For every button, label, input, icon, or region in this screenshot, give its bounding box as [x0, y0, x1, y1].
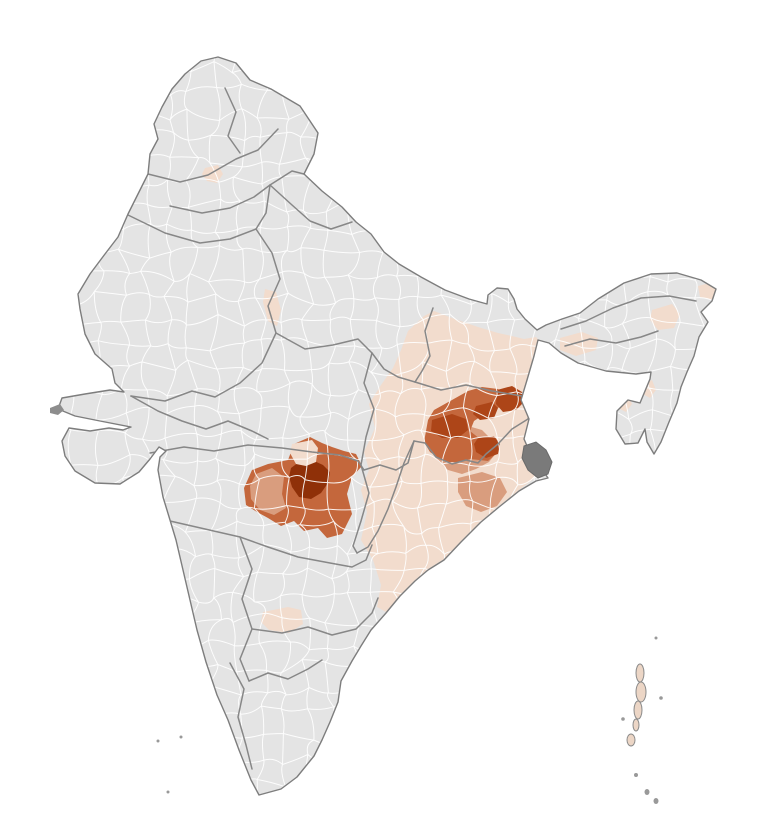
andaman-island[interactable]	[635, 663, 645, 683]
state-border	[224, 87, 241, 154]
state-border	[251, 597, 379, 636]
state-border	[356, 440, 415, 554]
small-island[interactable]	[659, 696, 663, 700]
state-border	[269, 184, 353, 230]
andaman-island[interactable]	[626, 733, 636, 747]
kutch-marsh[interactable]	[50, 404, 64, 415]
state-border	[149, 444, 365, 471]
state-border	[229, 662, 253, 770]
state-border	[275, 332, 416, 383]
small-island[interactable]	[653, 798, 659, 804]
state-border	[127, 184, 271, 244]
andaman-island[interactable]	[633, 700, 643, 720]
andaman-island[interactable]	[632, 718, 640, 732]
small-island[interactable]	[634, 773, 638, 777]
state-border	[363, 440, 415, 471]
small-island[interactable]	[654, 636, 658, 640]
small-island[interactable]	[621, 717, 625, 721]
state-border	[169, 170, 305, 214]
region-high-4[interactable]	[474, 436, 500, 458]
andaman-island[interactable]	[635, 681, 647, 703]
state-border	[130, 395, 269, 440]
lakshadweep-island[interactable]	[166, 790, 170, 794]
state-border	[130, 228, 281, 402]
state-border	[560, 295, 697, 330]
region-high-3[interactable]	[431, 414, 468, 438]
state-border	[147, 128, 279, 183]
lakshadweep-island[interactable]	[156, 739, 160, 743]
state-border	[169, 520, 373, 568]
sundarbans-delta[interactable]	[521, 441, 553, 479]
state-border	[564, 330, 659, 347]
region-assam-1[interactable]	[560, 332, 598, 356]
state-border	[248, 659, 323, 682]
state-border	[414, 307, 434, 383]
state-border	[414, 381, 535, 399]
lakshadweep-island[interactable]	[179, 735, 183, 739]
state-border	[239, 536, 253, 682]
region-highest[interactable]	[289, 460, 330, 499]
state-border	[413, 418, 529, 465]
region-assam-2[interactable]	[650, 304, 680, 330]
small-island[interactable]	[644, 789, 650, 795]
